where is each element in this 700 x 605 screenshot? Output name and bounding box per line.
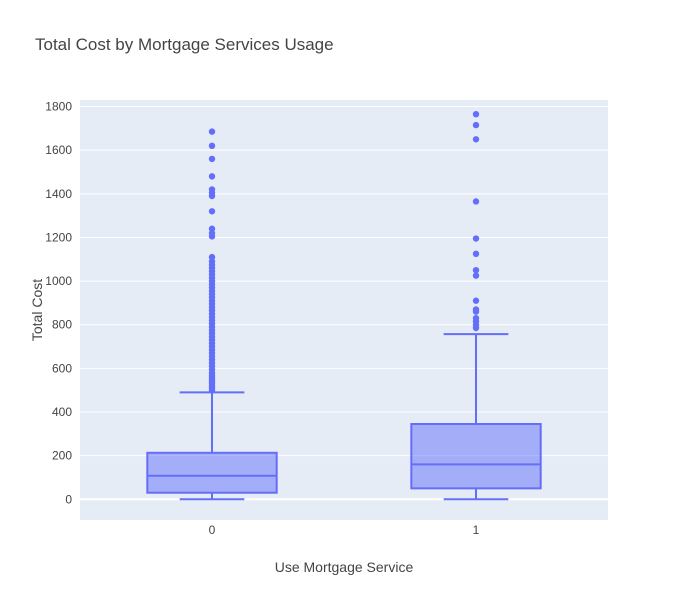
y-tick-label: 200 <box>52 449 72 463</box>
outlier-point <box>472 235 480 242</box>
outlier-point <box>208 155 216 163</box>
box-series <box>146 110 542 501</box>
x-tick-label: 1 <box>473 523 480 537</box>
chart-title: Total Cost by Mortgage Services Usage <box>35 35 334 54</box>
outlier-point <box>208 208 216 215</box>
outlier-point <box>472 198 480 205</box>
outlier-point <box>472 306 480 313</box>
y-axis-ticks: 0 200 400 600 800 1000 1200 1400 1600 1800 <box>45 100 72 507</box>
outlier-point <box>208 142 216 150</box>
y-tick-label: 800 <box>52 318 72 332</box>
box-group-1 <box>410 110 542 501</box>
iqr-box <box>410 423 542 490</box>
outlier-point <box>208 186 216 193</box>
outlier-point <box>472 272 480 279</box>
y-tick-label: 1600 <box>45 143 72 157</box>
outlier-point <box>472 266 480 274</box>
y-tick-label: 1000 <box>45 274 72 288</box>
y-tick-label: 1400 <box>45 187 72 201</box>
outlier-point <box>208 225 216 232</box>
outlier-point <box>472 250 480 258</box>
y-tick-label: 1800 <box>45 100 72 114</box>
box-group-0 <box>146 128 278 501</box>
iqr-box <box>146 451 278 494</box>
outlier-point <box>472 314 480 322</box>
outlier-point <box>472 297 480 304</box>
outlier-point <box>472 136 480 143</box>
y-axis-title: Total Cost <box>29 279 45 341</box>
y-tick-label: 0 <box>65 492 72 506</box>
x-tick-label: 0 <box>209 523 216 537</box>
y-tick-label: 600 <box>52 361 72 375</box>
outlier-point <box>472 121 480 129</box>
outlier-point <box>472 110 480 118</box>
outlier-point <box>208 173 216 180</box>
y-tick-label: 1200 <box>45 230 72 244</box>
x-axis-title: Use Mortgage Service <box>275 559 414 575</box>
y-tick-label: 400 <box>52 405 72 419</box>
outlier-point <box>208 253 216 261</box>
outlier-point <box>208 128 216 135</box>
grid-lines <box>80 106 608 501</box>
